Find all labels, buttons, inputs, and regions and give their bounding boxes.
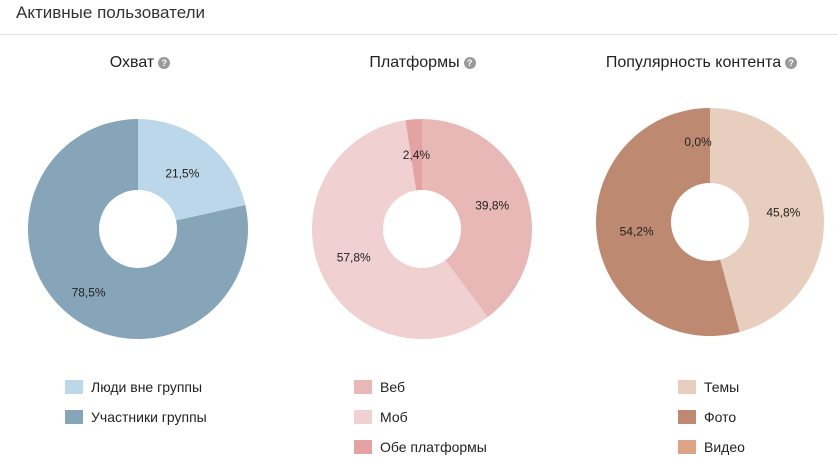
data-label: 0,0% — [684, 135, 712, 149]
legend-label: Участники группы — [91, 409, 207, 425]
help-icon[interactable]: ? — [785, 57, 798, 69]
legend-item[interactable]: Обе платформы — [354, 432, 487, 462]
chart-title: Популярность контента? — [565, 54, 838, 72]
legend-item[interactable]: Люди вне группы — [65, 372, 207, 402]
data-label: 2,4% — [403, 148, 431, 162]
header: Активные пользователи — [0, 0, 838, 35]
legend-item[interactable]: Моб — [354, 402, 487, 432]
data-label: 78,5% — [72, 285, 106, 299]
legend-swatch — [65, 380, 83, 394]
data-label: 21,5% — [165, 167, 199, 181]
pie-slice[interactable] — [422, 119, 532, 318]
legend-swatch — [354, 410, 372, 424]
chart-legend: Люди вне группы Участники группы — [65, 372, 207, 432]
legend-item[interactable]: Участники группы — [65, 402, 207, 432]
pie-slice[interactable] — [595, 108, 740, 336]
chart-panel-platforms: Платформы? 39,8% 57,8% 2,4% Веб Моб Обе плат… — [280, 34, 565, 465]
data-label: 45,8% — [766, 205, 800, 219]
donut-chart: 39,8% 57,8% 2,4% — [311, 119, 532, 340]
legend-item[interactable]: Веб — [354, 372, 487, 402]
pie-slice[interactable] — [710, 108, 824, 333]
legend-label: Моб — [380, 409, 408, 425]
legend-swatch — [354, 440, 372, 454]
chart-title: Охват? — [0, 54, 280, 72]
legend-swatch — [678, 440, 696, 454]
legend-item[interactable]: Видео — [678, 432, 745, 462]
chart-title-text: Популярность контента — [605, 54, 782, 71]
legend-swatch — [65, 410, 83, 424]
chart-title-text: Охват — [109, 54, 155, 71]
donut-hole — [99, 190, 177, 268]
legend-label: Темы — [704, 379, 740, 395]
legend-label: Люди вне группы — [91, 379, 203, 395]
legend-swatch — [678, 410, 696, 424]
chart-legend: Веб Моб Обе платформы — [354, 372, 487, 462]
data-label: 57,8% — [337, 251, 371, 265]
donut-hole — [383, 190, 461, 268]
legend-label: Видео — [704, 439, 745, 455]
help-icon[interactable]: ? — [463, 57, 476, 69]
legend-label: Фото — [704, 409, 737, 425]
legend-swatch — [354, 380, 372, 394]
data-label: 39,8% — [475, 199, 509, 213]
legend-item[interactable]: Темы — [678, 372, 745, 402]
legend-label: Обе платформы — [380, 439, 487, 455]
chart-legend: Темы Фото Видео — [678, 372, 745, 462]
donut-chart: 45,8% 54,2% 0,0% — [595, 108, 824, 336]
help-icon[interactable]: ? — [158, 57, 171, 69]
legend-swatch — [678, 380, 696, 394]
chart-panel-reach: Охват? 21,5% 78,5% Люди вне группы Участни… — [0, 34, 280, 465]
legend-label: Веб — [380, 379, 405, 395]
donut-hole — [671, 183, 749, 261]
chart-title: Платформы? — [280, 54, 565, 72]
page-title: Активные пользователи — [16, 3, 206, 22]
legend-item[interactable]: Фото — [678, 402, 745, 432]
donut-chart: 21,5% 78,5% — [27, 119, 249, 339]
chart-title-text: Платформы — [369, 54, 460, 71]
chart-panel-content: Популярность контента? 45,8% 54,2% 0,0% Те… — [565, 34, 838, 465]
data-label: 54,2% — [620, 225, 654, 239]
